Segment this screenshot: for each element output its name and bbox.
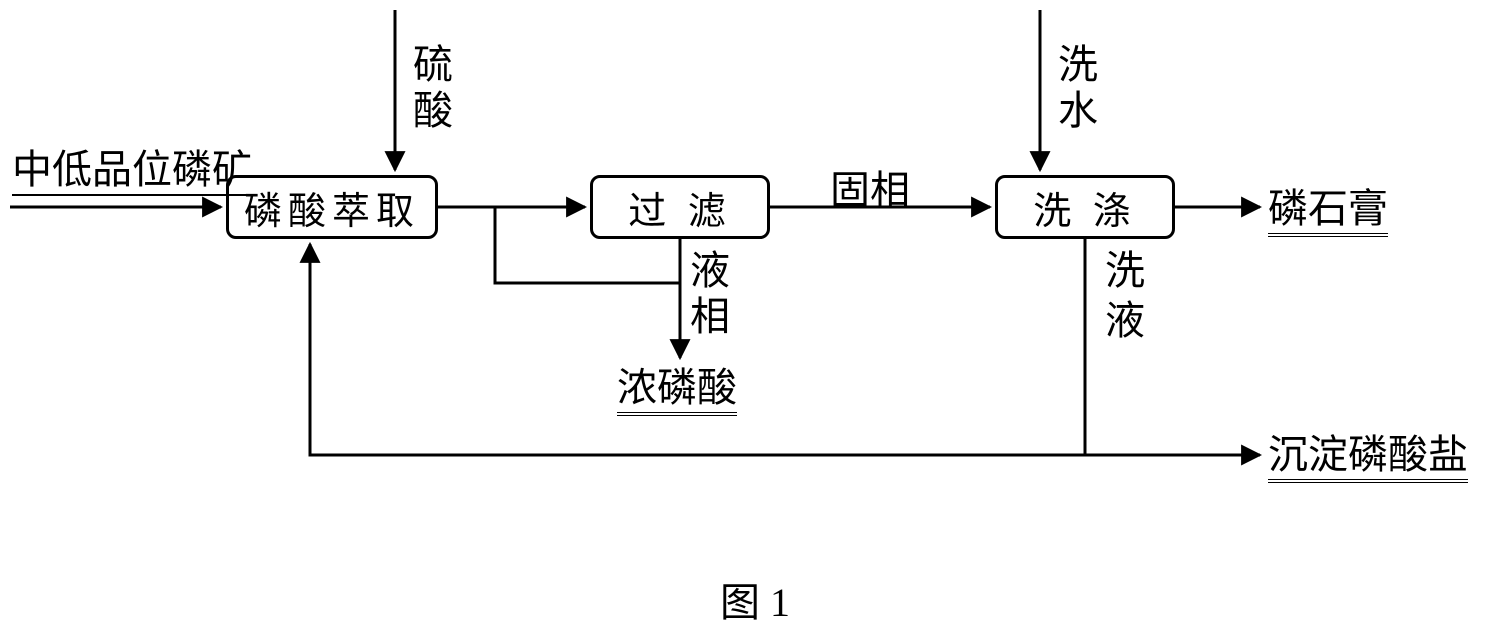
wash-liquid-label-2: 液	[1105, 298, 1145, 344]
ore-input-label: 中低品位磷矿	[12, 147, 252, 193]
extraction-box: 磷酸萃取	[226, 175, 438, 239]
conc-phos-acid-label: 浓磷酸	[617, 365, 737, 411]
wash-water-label: 洗 水	[1058, 42, 1098, 134]
washing-box: 洗 涤	[995, 175, 1175, 239]
liquid-phase-label: 液 相	[690, 248, 730, 340]
wash-liquid-label-1: 洗	[1105, 248, 1145, 294]
flow-arrows	[0, 0, 1508, 644]
filtration-label: 过 滤	[628, 180, 732, 235]
solid-phase-label: 固相	[830, 168, 910, 214]
phosphogypsum-label: 磷石膏	[1268, 186, 1388, 232]
extraction-label: 磷酸萃取	[244, 180, 420, 235]
washing-label: 洗 涤	[1033, 180, 1137, 235]
precip-phosphate-label: 沉淀磷酸盐	[1268, 432, 1468, 478]
figure-caption: 图 1	[720, 570, 790, 628]
sulfuric-acid-label: 硫 酸	[413, 42, 453, 134]
filtration-box: 过 滤	[590, 175, 770, 239]
